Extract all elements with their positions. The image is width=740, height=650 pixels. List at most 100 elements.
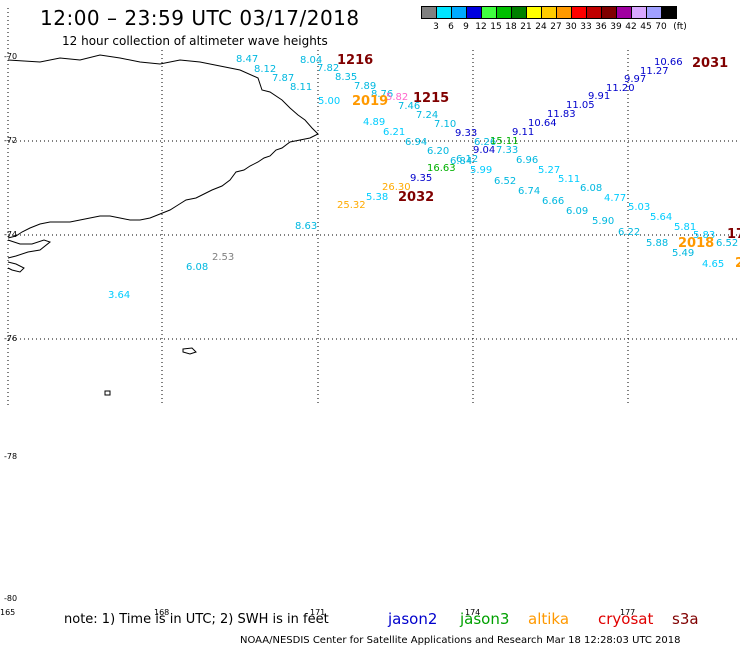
wave-height-label: 9.91 (588, 91, 611, 102)
coastline (7, 54, 319, 396)
lat-label: -70 (4, 52, 18, 61)
wave-height-label: 10.66 (654, 57, 683, 68)
pass-time-label: 2031 (692, 56, 729, 71)
pass-time-label: 2 (735, 256, 740, 271)
legend-label: 18 (505, 22, 517, 32)
legend-label: 15 (490, 22, 502, 32)
legend-swatch (661, 6, 677, 19)
wave-height-label: 5.27 (538, 165, 561, 176)
wave-height-label: 5.00 (318, 96, 341, 107)
wave-height-label: 6.20 (427, 146, 450, 157)
lon-label: 171 (310, 608, 326, 617)
wave-height-label: 8.63 (295, 221, 318, 232)
wave-height-label: 5.88 (646, 238, 669, 249)
wave-height-label: 6.52 (716, 238, 739, 249)
wave-height-label: 9.97 (624, 74, 647, 85)
wave-height-label: 8.04 (300, 55, 323, 66)
wave-height-label: 6.94 (405, 137, 428, 148)
wave-height-label: 6.84 (450, 156, 473, 167)
wave-height-label: 8.35 (335, 72, 358, 83)
wave-height-label: 6.52 (494, 176, 517, 187)
wave-height-label: 8.11 (290, 82, 313, 93)
wave-height-label: 11.83 (547, 109, 576, 120)
lat-label: -74 (4, 230, 18, 239)
wave-height-label: 5.64 (650, 212, 673, 223)
wave-height-label: 5.99 (470, 165, 493, 176)
wave-height-label: 5.38 (366, 192, 389, 203)
wave-height-label: 16.63 (427, 163, 456, 174)
footer-credit: NOAA/NESDIS Center for Satellite Applica… (240, 635, 681, 646)
legend-label: 24 (535, 22, 547, 32)
wave-height-label: 7.46 (398, 101, 421, 112)
satellite-name: s3a (672, 610, 699, 628)
lon-label: 165 (0, 608, 16, 617)
legend-label: 33 (580, 22, 592, 32)
legend-label: 9 (463, 22, 469, 32)
legend-label: 39 (610, 22, 622, 32)
pass-time-label: 2032 (398, 190, 435, 205)
pass-time-label: 1215 (413, 91, 450, 106)
wave-height-label: 10.64 (528, 118, 557, 129)
wave-height-label: 7.24 (416, 110, 439, 121)
lon-label: 168 (154, 608, 170, 617)
legend-label: 42 (625, 22, 637, 32)
wave-height-label: 7.87 (272, 73, 295, 84)
pass-time-label: 17 (727, 227, 740, 242)
wave-height-label: 6.21 (383, 127, 406, 138)
color-legend (421, 6, 677, 19)
wave-height-label: 5.49 (672, 248, 695, 259)
wave-height-label: 4.77 (604, 193, 627, 204)
page-title: 12:00 – 23:59 UTC 03/17/2018 (40, 6, 360, 30)
wave-height-label: 6.66 (542, 196, 565, 207)
wave-height-label: 4.89 (363, 117, 386, 128)
satellite-name: altika (528, 610, 570, 628)
wave-height-label: 25.32 (337, 200, 366, 211)
wave-height-label: 4.65 (702, 259, 725, 270)
page-subtitle: 12 hour collection of altimeter wave hei… (62, 34, 328, 48)
lat-label: -80 (4, 594, 18, 603)
wave-height-label: 5.83 (693, 230, 716, 241)
legend-labels: 3 6 9 12 15 18 21 24 27 30 33 36 39 42 45 70 (ft) (422, 22, 740, 34)
satellite-name: jason2 (388, 610, 438, 628)
wave-height-label: 6.96 (516, 155, 539, 166)
units-note: note: 1) Time is in UTC; 2) SWH is in fe… (64, 612, 329, 627)
wave-height-label: 7.82 (317, 63, 340, 74)
wave-height-label: 11.20 (606, 83, 635, 94)
wave-height-label: 5.81 (674, 222, 697, 233)
lon-label: 177 (620, 608, 636, 617)
legend-label: 30 (565, 22, 577, 32)
wave-height-label: 6.09 (566, 206, 589, 217)
pass-time-label: 2018 (678, 236, 715, 251)
wave-height-label: 6.22 (618, 227, 641, 238)
wave-height-label: 6.74 (518, 186, 541, 197)
wave-height-label: 9.33 (455, 128, 478, 139)
lat-label: -78 (4, 452, 18, 461)
legend-label: 3 (433, 22, 439, 32)
wave-height-label: 5.82 (386, 92, 409, 103)
wave-height-label: 9.11 (512, 127, 535, 138)
wave-height-label: 7.10 (434, 119, 457, 130)
wave-height-label: 11.05 (566, 100, 595, 111)
legend-label: 70 (655, 22, 667, 32)
wave-height-label: 8.47 (236, 54, 259, 65)
wave-height-label: 11.27 (640, 66, 669, 77)
legend-label: 12 (475, 22, 487, 32)
satellite-name: cryosat (598, 610, 654, 628)
wave-height-label: 9.04 (473, 145, 496, 156)
wave-height-label: 6.08 (580, 183, 603, 194)
legend-label: 27 (550, 22, 562, 32)
legend-label: 6 (448, 22, 454, 32)
wave-height-label: 7.89 (354, 81, 377, 92)
wave-height-label: 15.11 (490, 136, 519, 147)
wave-height-label: 26.30 (382, 182, 411, 193)
satellite-name: jason3 (460, 610, 510, 628)
legend-label: 36 (595, 22, 607, 32)
legend-units: (ft) (673, 22, 687, 32)
wave-height-label: 8.12 (254, 64, 277, 75)
wave-height-label: 5.90 (592, 216, 615, 227)
legend-label: 45 (640, 22, 652, 32)
wave-height-label: 5.03 (628, 202, 651, 213)
wave-height-label: 9.35 (410, 173, 433, 184)
